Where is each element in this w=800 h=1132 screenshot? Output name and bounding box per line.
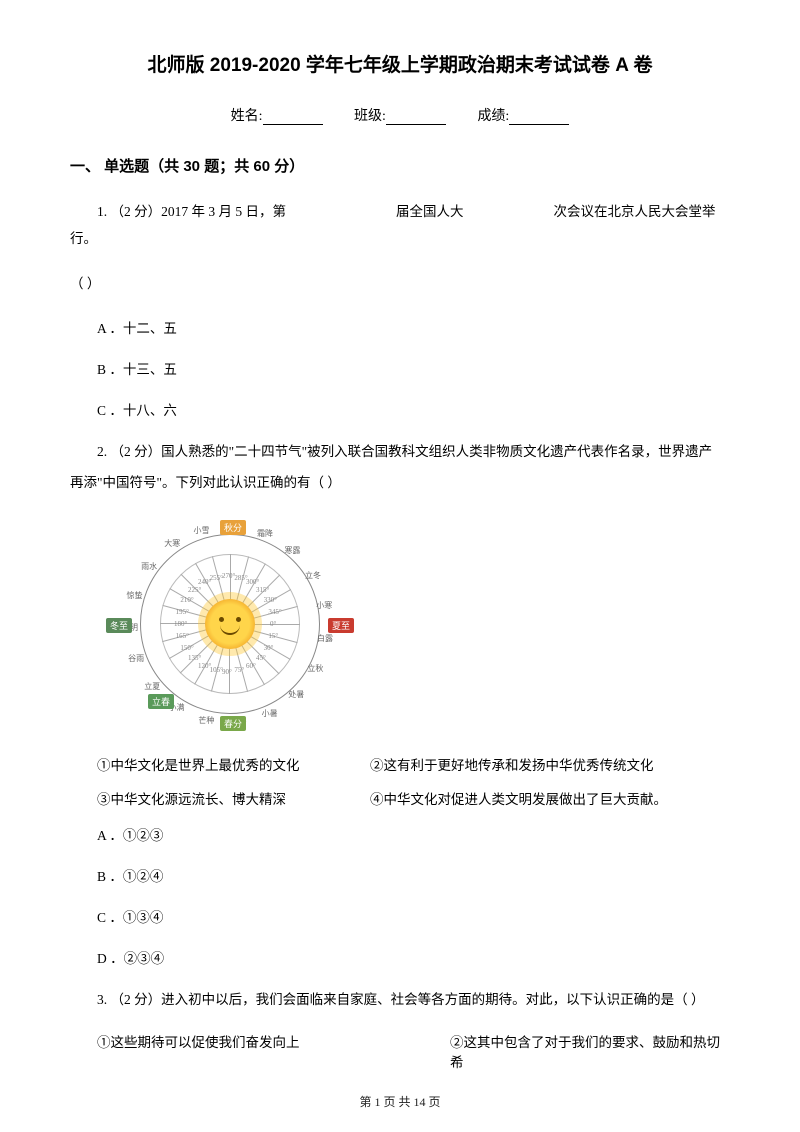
q3-s2: ②这其中包含了对于我们的要求、鼓励和热切希	[450, 1031, 730, 1071]
degree-label: 210°	[180, 596, 193, 604]
sun-icon	[205, 599, 255, 649]
name-blank[interactable]	[263, 111, 323, 125]
season-box-chunfen: 春分	[220, 716, 246, 731]
q2-opt-d[interactable]: D ．②③④	[70, 945, 730, 972]
solar-term-label: 白露	[317, 633, 333, 644]
q2-stem-line2: 再添"中国符号"。下列对此认识正确的有（ ）	[70, 469, 730, 496]
q2-opt-c[interactable]: C ．①③④	[70, 904, 730, 931]
q3-statements-row1: ①这些期待可以促使我们奋发向上 ②这其中包含了对于我们的要求、鼓励和热切希	[70, 1031, 730, 1071]
score-blank[interactable]	[509, 111, 569, 125]
q2-opt-b[interactable]: B ．①②④	[70, 863, 730, 890]
q2-stem-line1: 2. （2 分）国人熟悉的"二十四节气"被列入联合国教科文组织人类非物质文化遗产…	[70, 438, 730, 465]
degree-label: 195°	[176, 608, 189, 616]
q1-stem: 1. （2 分）2017 年 3 月 5 日，第届全国人大次会议在北京人民大会堂…	[70, 198, 730, 252]
q2-s2: ②这有利于更好地传承和发扬中华优秀传统文化	[370, 754, 730, 774]
score-field: 成绩:	[477, 105, 569, 125]
q3-s1: ①这些期待可以促使我们奋发向上	[70, 1031, 450, 1071]
solar-term-label: 小雪	[194, 525, 210, 536]
class-field: 班级:	[354, 105, 446, 125]
degree-label: 75°	[234, 666, 244, 674]
score-label: 成绩:	[477, 109, 509, 124]
q2-s3: ③中华文化源远流长、博大精深	[70, 788, 370, 808]
q1-stem-b: 届全国人大	[396, 204, 464, 219]
solar-term-label: 立夏	[144, 681, 160, 692]
degree-label: 225°	[188, 586, 201, 594]
season-box-lichun: 立春	[148, 694, 174, 709]
q2-s4: ④中华文化对促进人类文明发展做出了巨大贡献。	[370, 788, 730, 808]
solar-term-label: 谷雨	[128, 653, 144, 664]
season-box-qiufen: 秋分	[220, 520, 246, 535]
class-label: 班级:	[354, 109, 386, 124]
degree-label: 30°	[264, 644, 274, 652]
student-info-line: 姓名: 班级: 成绩:	[70, 105, 730, 125]
q1-opt-c[interactable]: C ．十八、六	[70, 397, 730, 424]
solar-term-label: 小暑	[262, 708, 278, 719]
page-footer: 第 1 页 共 14 页	[0, 1093, 800, 1110]
degree-label: 270°	[222, 572, 235, 580]
degree-label: 120°	[198, 662, 211, 670]
degree-label: 315°	[256, 586, 269, 594]
degree-label: 60°	[246, 662, 256, 670]
q2-statements-row1: ①中华文化是世界上最优秀的文化 ②这有利于更好地传承和发扬中华优秀传统文化	[70, 754, 730, 774]
q2-s1: ①中华文化是世界上最优秀的文化	[70, 754, 370, 774]
season-box-xiazhi: 夏至	[328, 618, 354, 633]
degree-label: 90°	[222, 668, 232, 676]
q1-opt-b[interactable]: B ．十三、五	[70, 356, 730, 383]
q1-paren: （ ）	[70, 270, 730, 297]
degree-label: 0°	[270, 620, 276, 628]
solar-term-label: 处暑	[288, 689, 304, 700]
degree-label: 105°	[210, 666, 223, 674]
q2-opt-a[interactable]: A ．①②③	[70, 822, 730, 849]
solar-term-label: 立秋	[307, 663, 323, 674]
season-box-dongzhi: 冬至	[106, 618, 132, 633]
sun-smile	[220, 625, 240, 635]
solar-term-label: 霜降	[257, 528, 273, 539]
class-blank[interactable]	[386, 111, 446, 125]
degree-label: 150°	[180, 644, 193, 652]
solar-term-label: 大寒	[164, 538, 180, 549]
degree-label: 135°	[188, 654, 201, 662]
name-field: 姓名:	[231, 105, 323, 125]
solar-term-label: 雨水	[141, 561, 157, 572]
degree-label: 180°	[174, 620, 187, 628]
solar-term-label: 寒露	[284, 545, 300, 556]
solar-term-label: 惊蛰	[127, 590, 143, 601]
q1-stem-a: 1. （2 分）2017 年 3 月 5 日，第	[97, 204, 286, 219]
name-label: 姓名:	[231, 109, 263, 124]
solar-terms-diagram: 0° 15° 30° 45°60°75°90°105°120°135° 150° 165°…	[100, 514, 730, 734]
q2-statements-row2: ③中华文化源远流长、博大精深 ④中华文化对促进人类文明发展做出了巨大贡献。	[70, 788, 730, 808]
degree-label: 45°	[256, 654, 266, 662]
q1-opt-a[interactable]: A ．十二、五	[70, 315, 730, 342]
degree-label: 15°	[268, 632, 278, 640]
q3-stem: 3. （2 分）进入初中以后，我们会面临来自家庭、社会等各方面的期待。对此，以下…	[70, 986, 730, 1013]
degree-label: 165°	[176, 632, 189, 640]
degree-label: 330°	[264, 596, 277, 604]
solar-term-label: 小寒	[316, 600, 332, 611]
degree-label: 345°	[268, 608, 281, 616]
degree-label: 255°	[210, 574, 223, 582]
section-1-header: 一、 单选题（共 30 题；共 60 分）	[70, 155, 730, 176]
solar-term-label: 芒种	[198, 715, 214, 726]
solar-term-label: 立冬	[305, 570, 321, 581]
page-title: 北师版 2019-2020 学年七年级上学期政治期末考试试卷 A 卷	[70, 50, 730, 77]
